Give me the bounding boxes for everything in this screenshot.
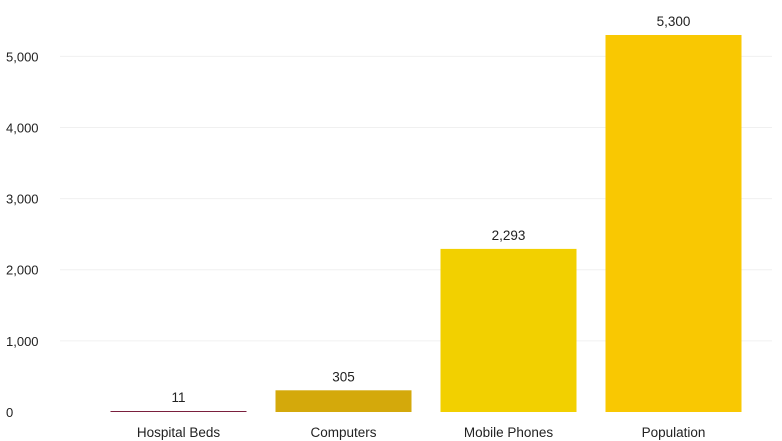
bar [440,248,577,412]
bar [110,411,247,412]
x-tick-label: Computers [310,425,376,440]
y-axis-ticks: 0 1,000 2,000 3,000 4,000 5,000 [6,49,39,420]
x-tick-label: Hospital Beds [137,425,221,440]
x-tick-label: Mobile Phones [464,425,554,440]
bars [110,35,742,412]
data-label: 5,300 [657,14,691,29]
y-tick-label: 4,000 [6,120,39,135]
data-labels: 11 305 2,293 5,300 [171,14,690,405]
bar [605,35,742,412]
data-label: 2,293 [492,228,526,243]
y-tick-label: 3,000 [6,192,39,207]
y-tick-label: 1,000 [6,334,39,349]
bar [275,390,412,412]
data-label: 305 [332,369,355,384]
x-axis-labels: Hospital Beds Computers Mobile Phones Popul… [137,425,706,440]
data-label: 11 [171,390,185,405]
x-tick-label: Population [642,425,706,440]
y-tick-label: 5,000 [6,49,39,64]
y-tick-label: 0 [6,405,13,420]
y-tick-label: 2,000 [6,263,39,278]
